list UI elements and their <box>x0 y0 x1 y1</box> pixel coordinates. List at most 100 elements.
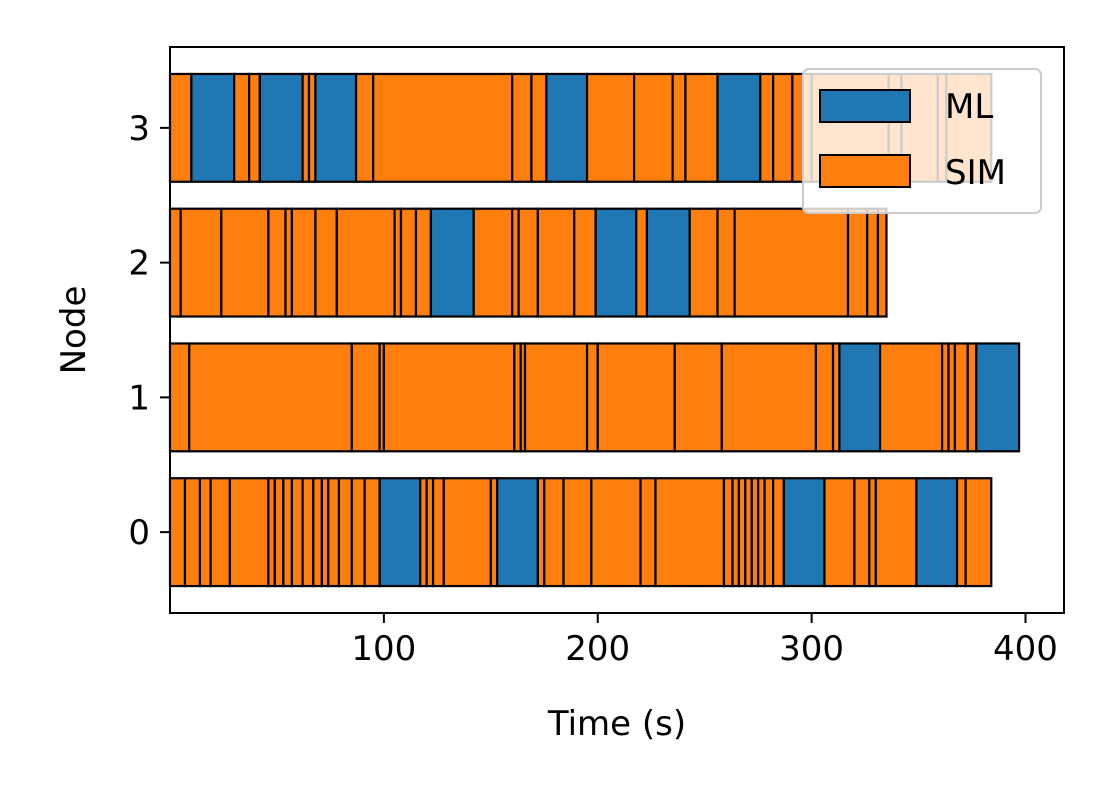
y-tick-label: 0 <box>128 513 150 553</box>
bar-node1-sim-segment <box>382 342 516 453</box>
bar-node2-sim-segment <box>716 207 736 318</box>
y-tick-label: 3 <box>128 109 150 149</box>
bar-node0-sim-segment <box>337 477 353 588</box>
bar-node2-sim-segment <box>414 207 433 318</box>
bar-node0-sim-segment <box>282 477 294 588</box>
bar-node1-sim-segment <box>350 342 381 453</box>
bar-node0-sim-segment <box>772 477 785 588</box>
bar-node2-sim-segment <box>876 207 888 318</box>
bar-node3-sim-segment <box>530 72 548 183</box>
bar-node0-sim-segment <box>853 477 871 588</box>
bar-node0-sim-segment <box>290 477 304 588</box>
y-tick-label: 2 <box>128 244 150 284</box>
bar-node0-sim-segment <box>363 477 381 588</box>
x-axis-title: Time (s) <box>547 704 686 744</box>
bar-node3-sim-segment <box>772 72 794 183</box>
x-tick-label: 300 <box>779 629 844 669</box>
bar-node0-sim-segment <box>228 477 270 588</box>
bar-node0-sim-segment <box>431 477 445 588</box>
legend: ML SIM <box>802 68 1042 214</box>
x-tick-label: 100 <box>351 629 416 669</box>
bar-node3-sim-segment <box>372 72 514 183</box>
bar-node3-sim-segment <box>248 72 261 183</box>
bar-node0-sim-segment <box>654 477 726 588</box>
bar-node2-sim-segment <box>866 207 880 318</box>
bar-node2-sim-segment <box>573 207 597 318</box>
bar-node3-sim-segment <box>585 72 636 183</box>
bar-node0-sim-segment <box>327 477 341 588</box>
bar-node0-sim-segment <box>562 477 593 588</box>
bar-node0-sim-segment <box>312 477 323 588</box>
bar-node0-sim-segment <box>442 477 492 588</box>
bar-node1-sim-segment <box>720 342 818 453</box>
bar-node0-sim-segment <box>198 477 212 588</box>
bar-node1-sim-segment <box>953 342 969 453</box>
x-tick-label: 400 <box>993 629 1058 669</box>
x-tick-label: 200 <box>565 629 630 669</box>
bar-node2-sim-segment <box>179 207 223 318</box>
bar-node1-sim-segment <box>878 342 944 453</box>
bar-node2-sim-segment <box>536 207 576 318</box>
bar-node1-sim-segment <box>585 342 599 453</box>
bar-node3-ml-segment <box>314 72 358 183</box>
bar-node0-sim-segment <box>590 477 642 588</box>
y-tick-label: 1 <box>128 378 150 418</box>
bar-node0-ml-segment <box>782 477 826 588</box>
bar-node0-sim-segment <box>183 477 202 588</box>
bar-node3-sim-segment <box>633 72 674 183</box>
bar-node1-sim-segment <box>188 342 353 453</box>
bar-node1-ml-segment <box>975 342 1021 453</box>
bar-node2-sim-segment <box>335 207 396 318</box>
bar-node2-sim-segment <box>267 207 287 318</box>
bar-node0-sim-segment <box>543 477 565 588</box>
bar-node2-sim-segment <box>733 207 850 318</box>
bar-node2-sim-segment <box>399 207 418 318</box>
bar-node2-sim-segment <box>168 207 182 318</box>
bar-node3-sim-segment <box>671 72 687 183</box>
bar-node3-ml-segment <box>716 72 762 183</box>
legend-label-sim: SIM <box>945 153 1006 193</box>
bar-node3-sim-segment <box>511 72 533 183</box>
axes-frame <box>169 46 1065 614</box>
bar-node0-sim-segment <box>874 477 918 588</box>
axis-ticks: 100 200 300 400 0 1 2 3 <box>128 109 1058 669</box>
bar-node0-ml-segment <box>915 477 959 588</box>
bar-node0-sim-segment <box>639 477 657 588</box>
bar-node3-sim-segment <box>233 72 251 183</box>
bar-node1-sim-segment <box>814 342 835 453</box>
bar-node3-ml-segment <box>545 72 589 183</box>
bar-node2-sim-segment <box>688 207 719 318</box>
bar-node2-sim-segment <box>472 207 514 318</box>
legend-swatch-ml <box>819 89 911 123</box>
bar-node3-sim-segment <box>354 72 375 183</box>
bar-node3-sim-segment <box>759 72 775 183</box>
bar-node0-sim-segment <box>763 477 775 588</box>
bar-node0-sim-segment <box>823 477 856 588</box>
bar-node1-sim-segment <box>523 342 589 453</box>
bar-node0-sim-segment <box>350 477 366 588</box>
bar-node3-sim-segment <box>684 72 719 183</box>
bar-node2-ml-segment <box>429 207 475 318</box>
legend-swatch-sim <box>819 154 911 188</box>
bar-node2-sim-segment <box>220 207 270 318</box>
bar-node2-sim-segment <box>314 207 338 318</box>
y-axis-title: Node <box>54 286 94 375</box>
bar-node2-ml-segment <box>594 207 638 318</box>
bar-node0-ml-segment <box>378 477 422 588</box>
bar-node1-sim-segment <box>673 342 723 453</box>
bar-node2-sim-segment <box>290 207 317 318</box>
bar-node0-sim-segment <box>964 477 993 588</box>
bar-node0-ml-segment <box>496 477 539 588</box>
bar-node0-sim-segment <box>301 477 315 588</box>
bar-node3-ml-segment <box>190 72 236 183</box>
bar-node1-sim-segment <box>168 342 191 453</box>
bar-node0-sim-segment <box>722 477 734 588</box>
bar-node0-sim-segment <box>209 477 231 588</box>
bar-node0-sim-segment <box>168 477 187 588</box>
legend-label-ml: ML <box>945 87 993 127</box>
bar-node3-sim-segment <box>168 72 193 183</box>
bar-node2-sim-segment <box>517 207 539 318</box>
bar-node1-sim-segment <box>596 342 676 453</box>
bar-node2-sim-segment <box>846 207 869 318</box>
